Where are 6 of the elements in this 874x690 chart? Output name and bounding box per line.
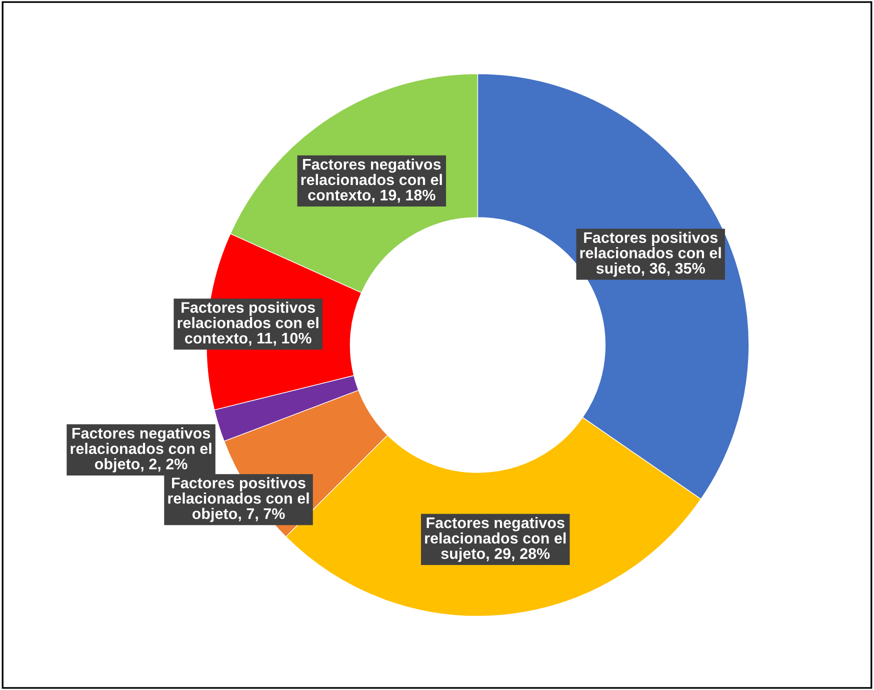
slice-label: Factores negativos relacionados con el sujeto, 29, 28% bbox=[425, 516, 566, 562]
slice-label: Factores negativos relacionados con el objeto, 2, 2% bbox=[70, 427, 212, 472]
slice-label: Factores positivos relacionados con el contexto, 11, 10% bbox=[178, 302, 318, 346]
slice-label: Factores negativos relacionados con el contexto, 19, 18% bbox=[301, 158, 442, 203]
slice-label: Factores positivos relacionados con el sujeto, 36, 35% bbox=[580, 232, 721, 277]
slice-label: Factores positivos relacionados con el objeto, 7, 7% bbox=[168, 477, 309, 522]
